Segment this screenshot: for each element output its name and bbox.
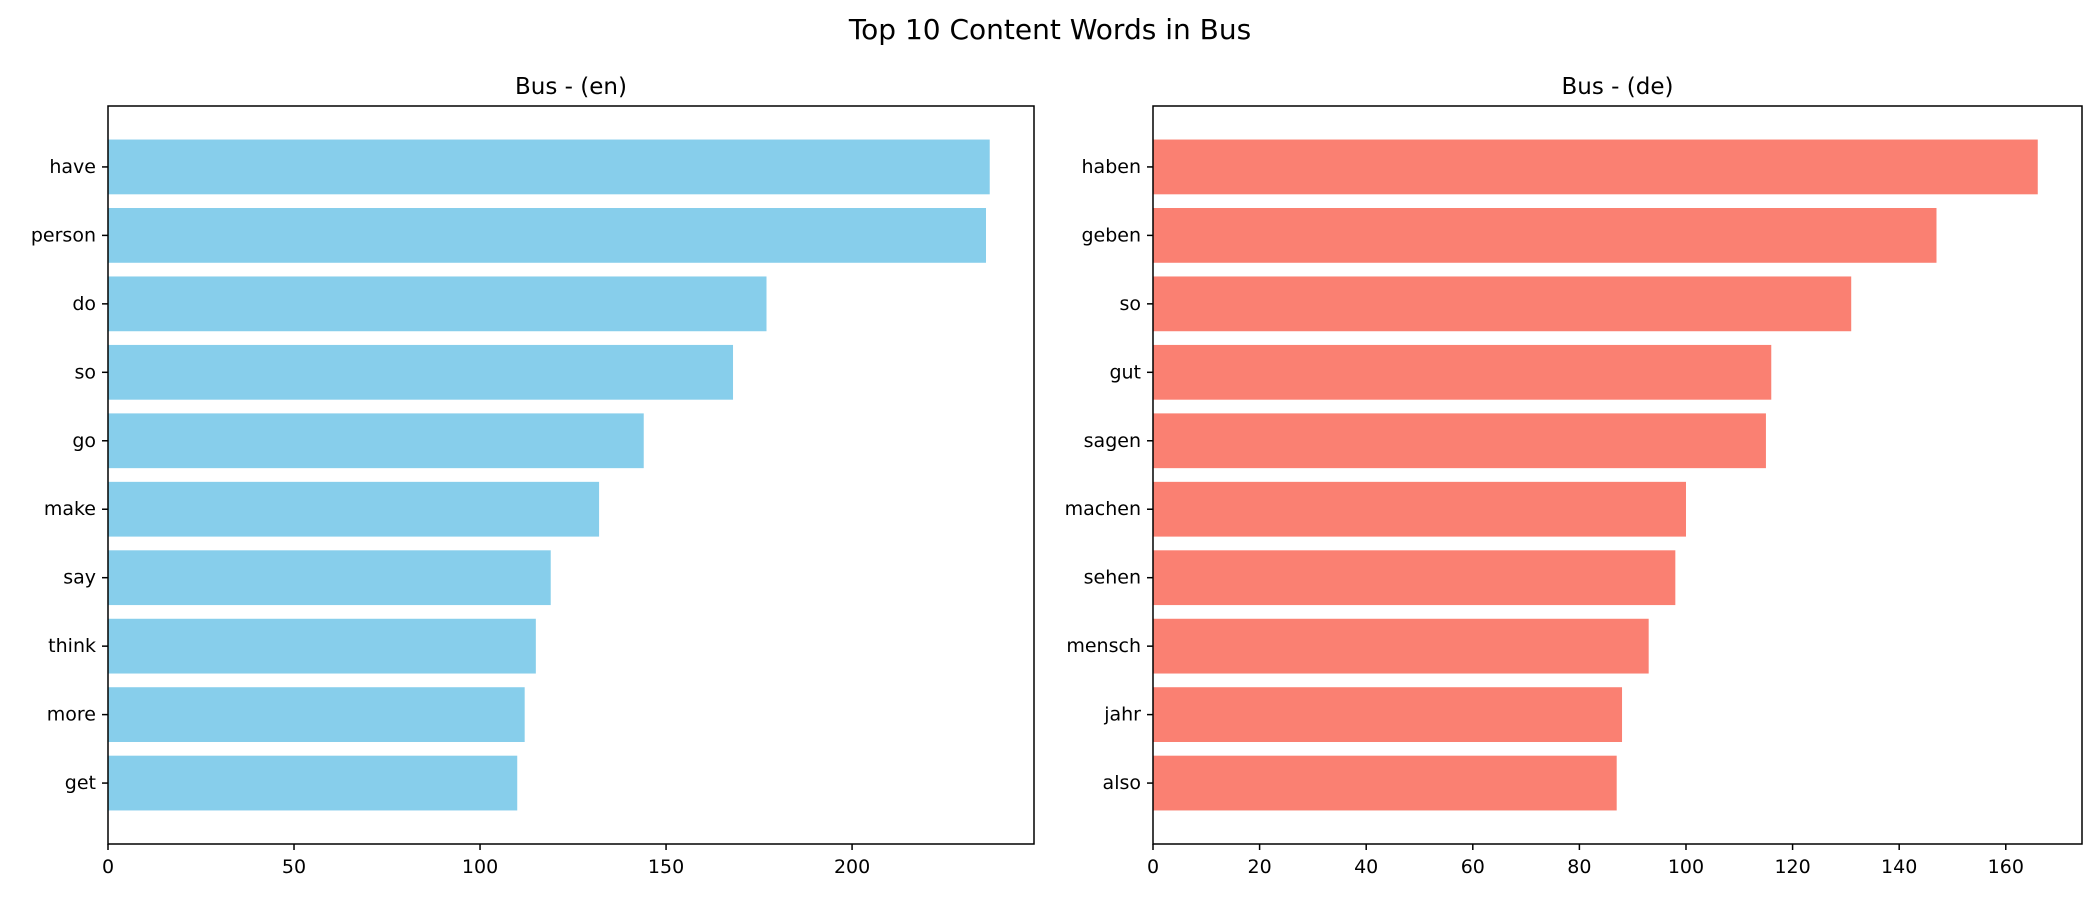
xtick-label-en-50: 50 bbox=[282, 856, 306, 878]
bar-de-sagen bbox=[1153, 413, 1766, 469]
ytick-label-de-gut: gut bbox=[1109, 361, 1141, 383]
panel-title-de: Bus - (de) bbox=[1562, 74, 1674, 100]
bar-de-mensch bbox=[1153, 618, 1649, 674]
xtick-label-de-160: 160 bbox=[1988, 856, 2024, 878]
xtick-label-de-140: 140 bbox=[1881, 856, 1917, 878]
xtick-label-de-20: 20 bbox=[1248, 856, 1272, 878]
xtick-label-de-40: 40 bbox=[1354, 856, 1378, 878]
ytick-label-de-also: also bbox=[1103, 772, 1141, 794]
ytick-label-de-jahr: jahr bbox=[1103, 704, 1141, 726]
panel-en: Bus - (en) have person do so go make say think mo… bbox=[31, 74, 1035, 878]
bar-de-sehen bbox=[1153, 550, 1676, 606]
xtick-label-de-80: 80 bbox=[1567, 856, 1591, 878]
panel-de: Bus - (de) haben geben so gut sagen machen sehe… bbox=[1065, 74, 2083, 878]
ytick-label-en-so: so bbox=[74, 361, 96, 383]
bar-en-think bbox=[108, 618, 536, 674]
bar-de-jahr bbox=[1153, 687, 1623, 742]
bar-de-machen bbox=[1153, 481, 1686, 537]
xtick-label-en-100: 100 bbox=[462, 856, 498, 878]
bar-de-geben bbox=[1153, 208, 1937, 263]
ytick-label-en-say: say bbox=[63, 567, 96, 589]
ytick-label-en-more: more bbox=[47, 704, 96, 726]
bar-en-do bbox=[108, 276, 767, 332]
xtick-label-en-200: 200 bbox=[834, 856, 870, 878]
axes-frame-de bbox=[1152, 105, 2083, 845]
xtick-label-de-120: 120 bbox=[1774, 856, 1810, 878]
bar-en-get bbox=[108, 755, 518, 811]
xtick-label-de-0: 0 bbox=[1147, 856, 1159, 878]
bar-de-gut bbox=[1153, 344, 1772, 400]
ytick-label-en-go: go bbox=[72, 430, 96, 452]
ytick-label-de-machen: machen bbox=[1065, 498, 1141, 520]
axes-frame-en bbox=[107, 105, 1035, 845]
ytick-label-de-so: so bbox=[1119, 293, 1141, 315]
ytick-label-en-have: have bbox=[49, 156, 96, 178]
bar-en-have bbox=[108, 139, 990, 195]
xtick-label-de-100: 100 bbox=[1668, 856, 1704, 878]
bar-en-more bbox=[108, 687, 525, 742]
ytick-label-en-make: make bbox=[44, 498, 96, 520]
bar-en-go bbox=[108, 413, 644, 469]
bar-de-haben bbox=[1153, 139, 2038, 195]
bar-en-say bbox=[108, 550, 551, 606]
figure-title: Top 10 Content Words in Bus bbox=[848, 13, 1251, 46]
ytick-label-en-do: do bbox=[72, 293, 96, 315]
bar-en-person bbox=[108, 208, 987, 263]
xtick-label-en-150: 150 bbox=[648, 856, 684, 878]
bar-en-make bbox=[108, 481, 600, 537]
ytick-label-de-sagen: sagen bbox=[1084, 430, 1141, 452]
bar-de-also bbox=[1153, 755, 1617, 811]
ytick-label-en-person: person bbox=[31, 224, 96, 246]
ytick-label-de-mensch: mensch bbox=[1066, 635, 1141, 657]
xtick-label-de-60: 60 bbox=[1461, 856, 1485, 878]
bar-en-so bbox=[108, 344, 734, 400]
ytick-label-de-sehen: sehen bbox=[1084, 567, 1141, 589]
ytick-label-de-geben: geben bbox=[1081, 224, 1141, 246]
panel-title-en: Bus - (en) bbox=[515, 74, 627, 100]
ytick-label-en-think: think bbox=[48, 635, 96, 657]
ytick-label-de-haben: haben bbox=[1082, 156, 1141, 178]
bar-de-so bbox=[1153, 276, 1852, 332]
ytick-label-en-get: get bbox=[65, 772, 96, 794]
xtick-label-en-0: 0 bbox=[102, 856, 114, 878]
